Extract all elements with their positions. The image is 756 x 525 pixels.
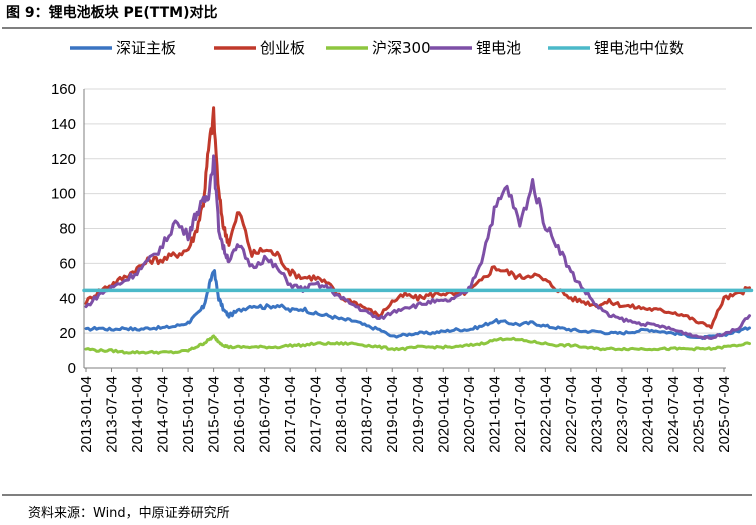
- y-tick-label: 60: [59, 255, 76, 272]
- legend: 深证主板 创业板 沪深300 锂电池 锂电池中位数: [70, 39, 684, 57]
- x-tick-label: 2015-07-04: [206, 376, 223, 453]
- x-tick-label: 2016-01-04: [231, 376, 248, 453]
- grid-layer: [84, 88, 726, 334]
- x-tick-label: 2017-07-04: [308, 376, 325, 453]
- y-tick-label: 20: [59, 325, 76, 342]
- x-tick-label: 2013-07-04: [104, 376, 121, 453]
- x-tick-label: 2025-07-04: [716, 376, 733, 453]
- y-tick-label: 40: [59, 290, 76, 307]
- legend-label-4: 锂电池: [476, 39, 521, 57]
- y-tick-label: 80: [59, 221, 76, 238]
- x-tick-label: 2019-07-04: [410, 376, 427, 453]
- bottom-rule: [2, 494, 752, 496]
- x-tick-label: 2022-01-04: [537, 376, 554, 453]
- axis-layer: 0 20 40 60 80 100 120 140 160 2013-01-04 2013-07-0…: [51, 81, 733, 453]
- x-tick-label: 2025-01-04: [690, 376, 707, 453]
- x-tick-label: 2019-01-04: [384, 376, 401, 453]
- top-rule: [2, 27, 752, 29]
- y-tick-label: 0: [68, 360, 76, 377]
- series-line-3: [84, 334, 751, 355]
- y-tick-label: 100: [51, 186, 76, 203]
- x-tick-label: 2018-01-04: [333, 376, 350, 453]
- series-layer: [82, 106, 754, 355]
- series-line-4: [84, 154, 751, 340]
- source-note: 资料来源：Wind，中原证券研究所: [28, 506, 230, 521]
- x-tick-label: 2017-01-04: [282, 376, 299, 453]
- x-tick-label: 2023-01-04: [588, 376, 605, 453]
- x-tick-label: 2020-01-04: [435, 376, 452, 453]
- x-tick-label: 2021-01-04: [486, 376, 503, 453]
- x-tick-label: 2020-07-04: [461, 376, 478, 453]
- x-tick-label: 2022-07-04: [563, 376, 580, 453]
- y-tick-label: 140: [51, 116, 76, 133]
- x-tick-label: 2024-07-04: [665, 376, 682, 453]
- series-line-1: [84, 269, 751, 341]
- legend-label-1: 深证主板: [116, 39, 176, 57]
- x-tick-label: 2014-07-04: [155, 376, 172, 453]
- x-tick-label: 2021-07-04: [512, 376, 529, 453]
- legend-label-3: 沪深300: [372, 39, 431, 57]
- x-tick-label: 2016-07-04: [257, 376, 274, 453]
- x-tick-label: 2015-01-04: [180, 376, 197, 453]
- y-tick-label: 160: [51, 81, 76, 98]
- series-line-2: [84, 106, 751, 330]
- x-tick-label: 2014-01-04: [129, 376, 146, 453]
- legend-label-2: 创业板: [260, 39, 305, 57]
- figure-title: 图 9：锂电池板块 PE(TTM)对比: [6, 5, 218, 21]
- x-tick-label: 2024-01-04: [639, 376, 656, 453]
- x-tick-label: 2013-01-04: [78, 376, 95, 453]
- x-tick-label: 2018-07-04: [359, 376, 376, 453]
- y-tick-label: 120: [51, 151, 76, 168]
- x-tick-label: 2023-07-04: [614, 376, 631, 453]
- legend-label-5: 锂电池中位数: [594, 39, 684, 57]
